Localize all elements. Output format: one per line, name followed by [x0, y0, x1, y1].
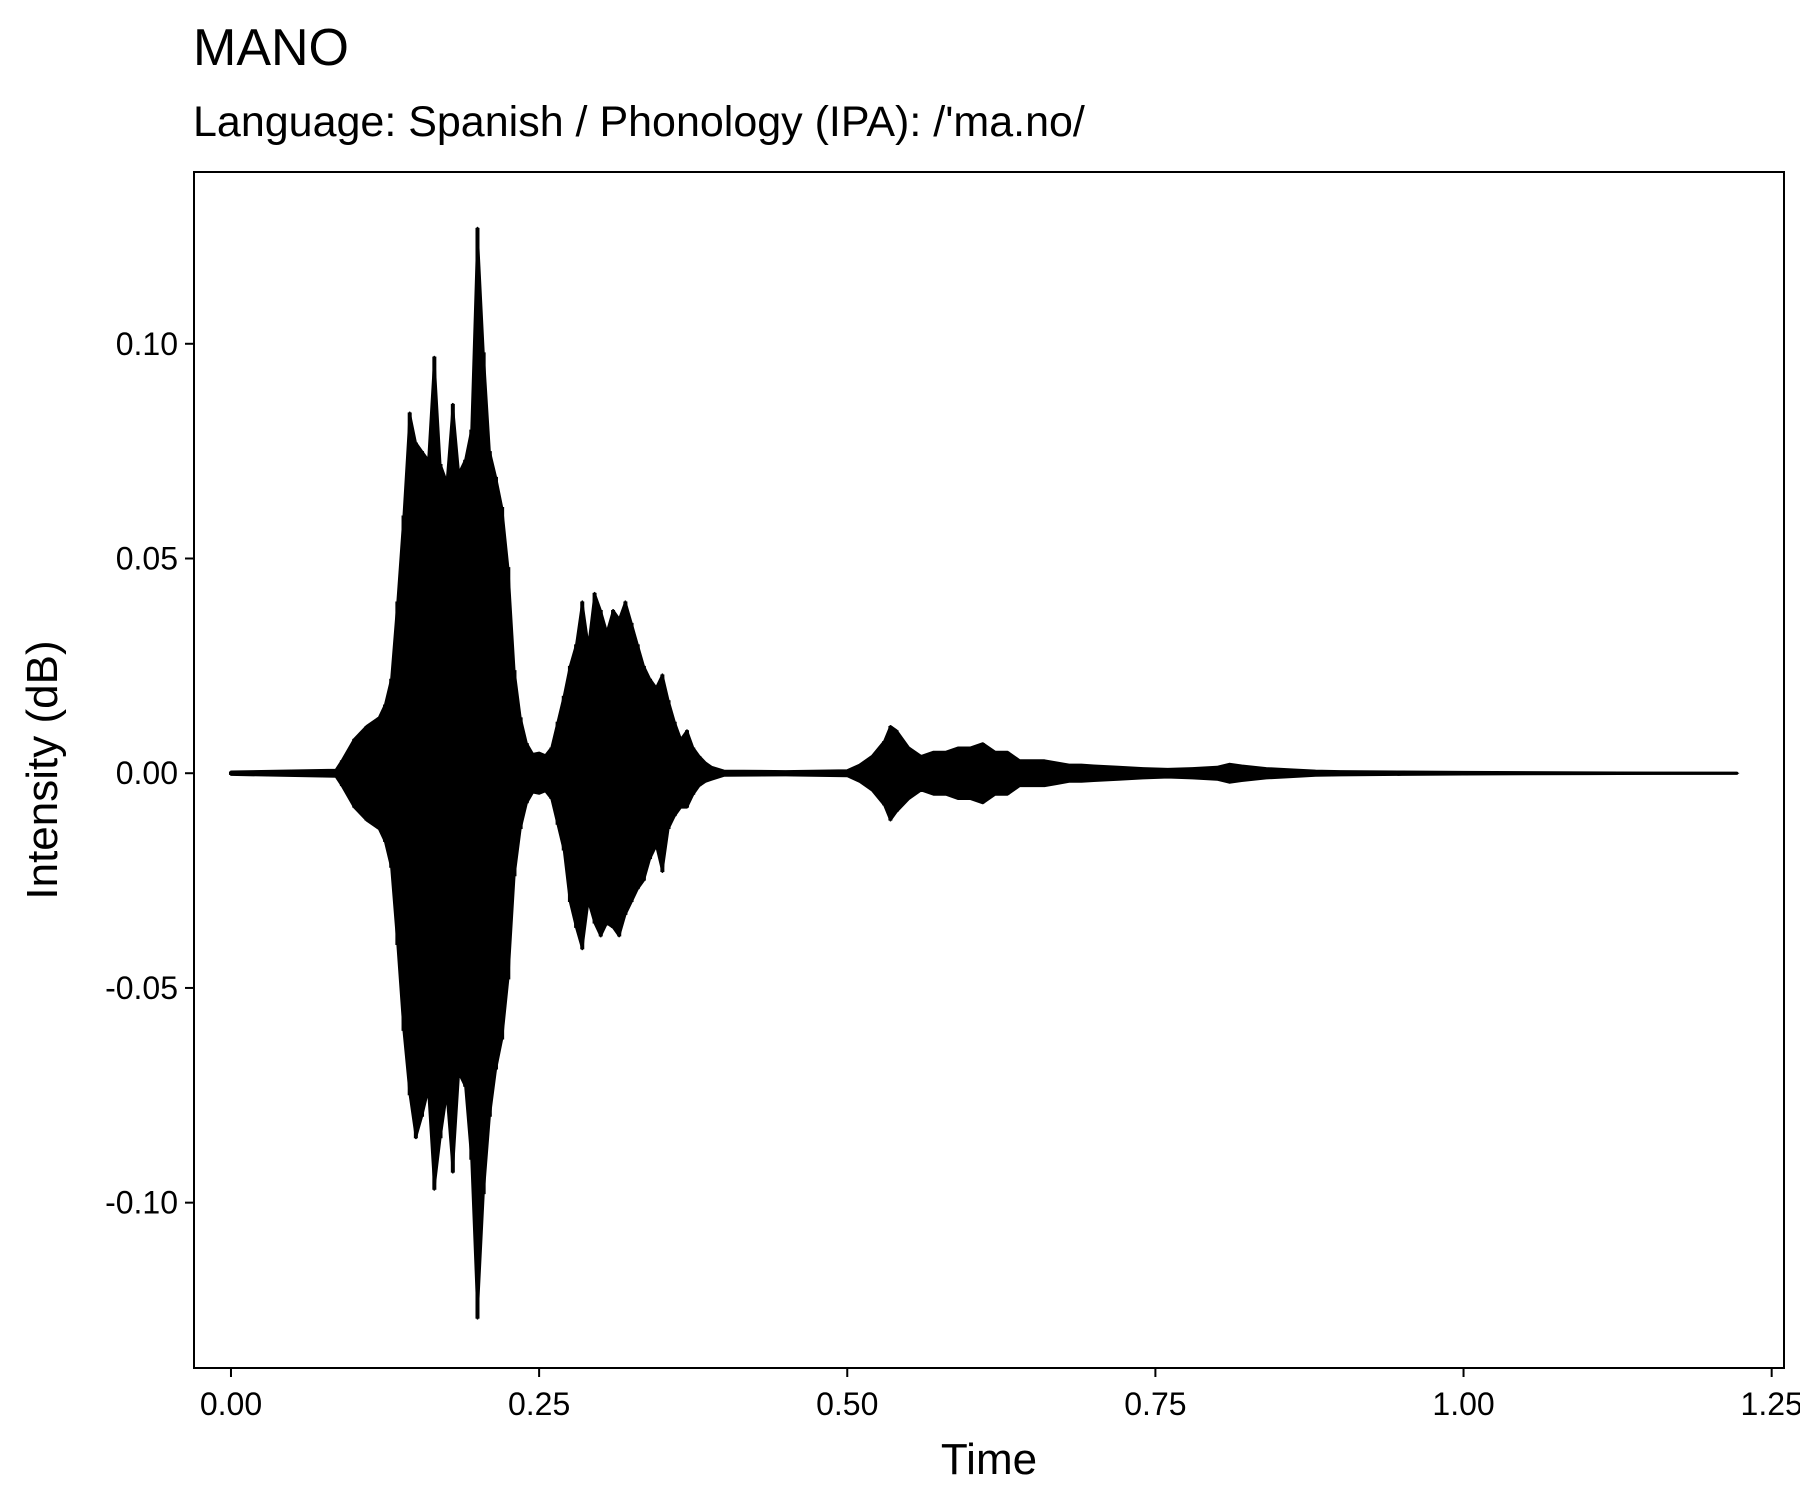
- y-axis-title: Intensity (dB): [18, 640, 67, 899]
- x-tick-label: 0.50: [816, 1386, 878, 1422]
- waveform-series: [228, 226, 1740, 1320]
- x-tick-label: 1.25: [1741, 1386, 1800, 1422]
- chart-subtitle: Language: Spanish / Phonology (IPA): /'m…: [193, 98, 1085, 146]
- y-tick-label: 0.05: [116, 540, 178, 576]
- plot-panel-border: [193, 171, 1785, 1369]
- plot-area: [228, 226, 1740, 1320]
- y-axis: 0.10 0.05 0.00 -0.05 -0.10: [105, 326, 194, 1221]
- y-tick-label: 0.10: [116, 326, 178, 362]
- y-tick-label: -0.05: [105, 970, 178, 1006]
- y-tick-label: 0.00: [116, 755, 178, 791]
- x-tick-label: 0.25: [508, 1386, 570, 1422]
- x-tick-label: 1.00: [1432, 1386, 1494, 1422]
- x-tick-label: 0.00: [200, 1386, 262, 1422]
- x-axis-title: Time: [941, 1435, 1037, 1484]
- y-tick-label: -0.10: [105, 1185, 178, 1221]
- chart-title: MANO: [193, 19, 349, 77]
- x-axis: 0.00 0.25 0.50 0.75 1.00 1.25: [200, 1368, 1800, 1422]
- x-tick-label: 0.75: [1124, 1386, 1186, 1422]
